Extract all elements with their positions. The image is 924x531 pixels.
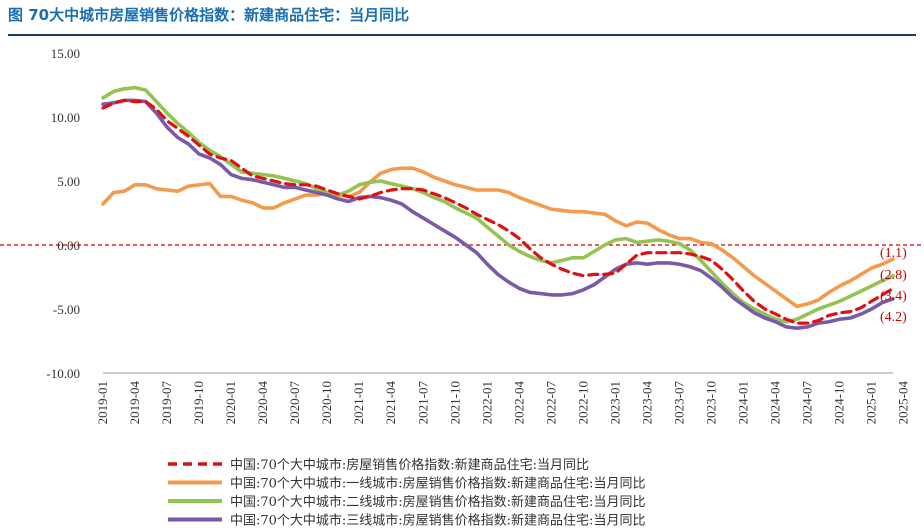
x-tick-label: 2023-01 [607,381,622,424]
x-tick-label: 2021-10 [447,381,462,424]
legend-label-0: 中国:70个大中城市:房屋销售价格指数:新建商品住宅:当月同比 [230,457,589,473]
x-tick-label: 2019-07 [159,381,174,425]
legend-label-1: 中国:70个大中城市:一线城市:房屋销售价格指数:新建商品住宅:当月同比 [230,476,645,492]
end-label: (2.8) [880,268,907,283]
y-tick-label: -10.00 [46,366,80,381]
x-tick-label: 2022-10 [575,381,590,424]
y-tick-label: 0.00 [57,238,80,253]
y-tick-label: 5.00 [57,174,80,189]
x-tick-label: 2020-01 [223,381,238,424]
series-lines [0,85,924,331]
x-tick-label: 2024-10 [832,381,847,424]
x-tick-label: 2022-07 [543,381,558,425]
y-axis: 15.00 10.00 5.00 0.00 -5.00 -10.00 [46,46,80,381]
chart-title: 图 70大中城市房屋销售价格指数：新建商品住宅：当月同比 [8,6,410,24]
x-tick-label: 2024-07 [800,381,815,425]
y-tick-label: -5.00 [53,302,80,317]
x-tick-label: 2022-01 [479,381,494,424]
x-tick-label: 2021-01 [351,381,366,424]
x-tick-label: 2023-07 [671,381,686,425]
legend: 中国:70个大中城市:房屋销售价格指数:新建商品住宅:当月同比中国:70个大中城… [168,457,645,529]
x-tick-label: 2025-04 [896,381,911,425]
y-tick-label: 15.00 [51,46,80,61]
series-line-2 [101,85,895,324]
series-line-1 [101,166,895,309]
end-label: (3.4) [880,289,907,304]
x-tick-label: 2022-04 [511,381,526,425]
legend-label-2: 中国:70个大中城市:二线城市:房屋销售价格指数:新建商品住宅:当月同比 [230,494,645,510]
x-tick-label: 2024-01 [736,381,751,424]
x-tick-label: 2020-10 [319,381,334,424]
x-tick-label: 2025-01 [864,381,879,424]
x-tick-label: 2021-04 [383,381,398,425]
x-tick-label: 2019-04 [127,381,142,425]
x-tick-label: 2023-10 [704,381,719,424]
series-line-0 [101,98,895,325]
x-tick-label: 2023-04 [639,381,654,425]
x-axis: 2019-01 2019-04 2019-07 2019-10 2020-01 2020-… [95,372,911,425]
x-tick-label: 2020-04 [255,381,270,425]
title-divider [8,34,916,36]
y-tick-label: 10.00 [51,110,80,125]
legend-label-3: 中国:70个大中城市:三线城市:房屋销售价格指数:新建商品住宅:当月同比 [230,513,645,529]
end-labels: (1.1) (2.8) (3.4) (4.2) [880,246,907,325]
x-tick-label: 2021-07 [415,381,430,425]
series-line-3 [101,98,895,331]
x-tick-label: 2019-10 [191,381,206,424]
end-label: (1.1) [880,246,907,261]
x-tick-label: 2020-07 [287,381,302,425]
end-label: (4.2) [880,310,907,325]
x-tick-label: 2024-04 [768,381,783,425]
x-tick-label: 2019-01 [95,381,110,424]
